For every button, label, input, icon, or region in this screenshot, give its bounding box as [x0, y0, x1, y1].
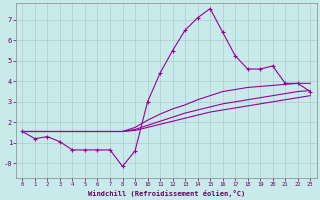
X-axis label: Windchill (Refroidissement éolien,°C): Windchill (Refroidissement éolien,°C): [88, 190, 245, 197]
